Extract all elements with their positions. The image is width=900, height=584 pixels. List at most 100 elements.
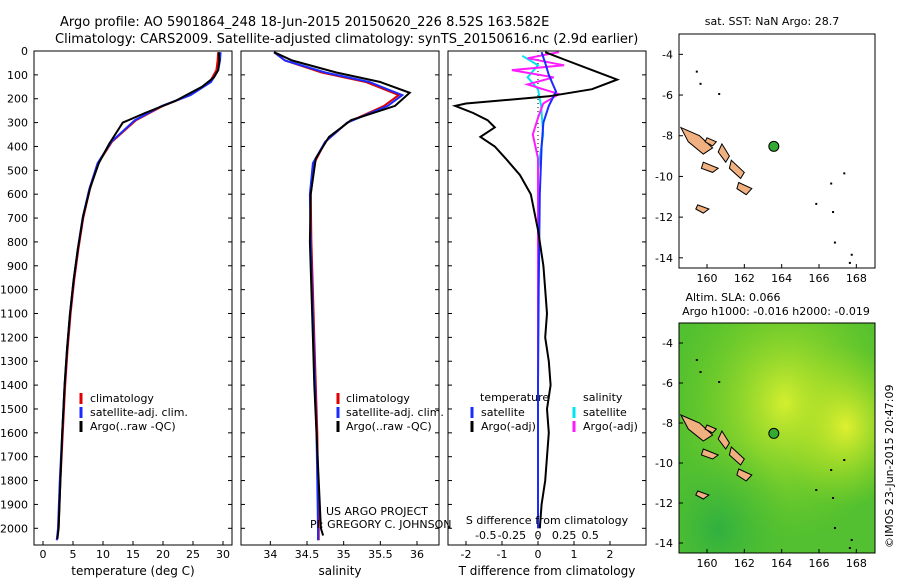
- depth-tick-label: 1600: [0, 427, 28, 440]
- latitude-tick-label: -12: [655, 497, 673, 510]
- s-difference-tick-label: 0: [535, 529, 542, 542]
- depth-tick-label: 700: [7, 212, 28, 225]
- depth-tick-label: 0: [21, 45, 28, 58]
- temperature-legend: climatology satellite-adj. clim. Argo(..…: [79, 392, 188, 433]
- depth-tick-label: 1800: [0, 475, 28, 488]
- legend-label-argo: Argo(..raw -QC): [90, 420, 176, 433]
- sst-map-axes: 160 162 164 166 168 -4 -6 -8 -10 -12 -14: [655, 48, 867, 285]
- salinity-plot-frame: [240, 50, 440, 546]
- series-line-argo-raw-qc: [56, 52, 221, 540]
- longitude-tick-label: 168: [846, 272, 867, 285]
- depth-tick-label: 1500: [0, 403, 28, 416]
- depth-tick-label: 900: [7, 260, 28, 273]
- difference-tick-label: 0: [535, 548, 542, 561]
- island-shape: [704, 424, 718, 434]
- depth-tick-label: 1400: [0, 379, 28, 392]
- depth-tick-label: 300: [7, 117, 28, 130]
- latitude-tick-label: -8: [662, 417, 673, 430]
- island-shape: [700, 161, 720, 173]
- island-shape: [717, 429, 730, 450]
- longitude-tick-label: 166: [809, 557, 830, 570]
- salinity-x-axis: 34 34.5 35 35.5 36: [263, 541, 424, 561]
- latitude-tick-label: -12: [655, 211, 673, 224]
- salinity-tick-label: 34.5: [295, 548, 320, 561]
- difference-tick-label: 2: [607, 548, 614, 561]
- series-line-climatology: [55, 52, 220, 541]
- s-difference-xlabel: S difference from climatology: [466, 514, 629, 527]
- temperature-tick-label: 0: [40, 548, 47, 561]
- legend-label-s-satellite: satellite: [583, 406, 627, 419]
- depth-tick-label: 2000: [0, 522, 28, 535]
- sst-map-title: sat. SST: NaN Argo: 28.7: [705, 15, 839, 28]
- depth-tick-label: 1200: [0, 331, 28, 344]
- island-shape: [704, 137, 718, 147]
- sla-title-line2: Argo h1000: -0.016 h2000: -0.019: [682, 305, 870, 318]
- depth-tick-label: 100: [7, 69, 28, 82]
- temperature-tick-label: 10: [96, 548, 110, 561]
- s-difference-tick-label: 0.25: [552, 529, 577, 542]
- islet: [832, 497, 835, 499]
- sla-map-panel: Altim. SLA: 0.066 Argo h1000: -0.016 h20…: [655, 291, 876, 570]
- islet: [718, 381, 721, 383]
- pi-label: PI: GREGORY C. JOHNSON: [310, 518, 451, 531]
- salinity-xlabel: salinity: [318, 564, 361, 578]
- islet: [848, 547, 851, 549]
- salinity-tick-label: 35.5: [368, 548, 393, 561]
- latitude-tick-label: -10: [655, 170, 673, 183]
- salinity-tick-label: 36: [410, 548, 424, 561]
- series-line-t-argo-adj: [451, 51, 621, 529]
- longitude-tick-label: 168: [846, 557, 867, 570]
- longitude-tick-label: 164: [771, 272, 792, 285]
- depth-tick-label: 200: [7, 93, 28, 106]
- depth-tick-label: 1000: [0, 284, 28, 297]
- sst-map-panel: sat. SST: NaN Argo: 28.7 160 162 164 166 168…: [655, 15, 876, 285]
- island-shape: [717, 142, 730, 164]
- difference-tick-label: 1: [571, 548, 578, 561]
- islet: [699, 82, 702, 85]
- depth-axis: 0 100 200 300 400 500 600 700 800 900 1000 1100 1200…: [0, 45, 646, 535]
- islet: [843, 459, 846, 461]
- temperature-x-axis: 0 5 10 15 20 25 30: [40, 541, 230, 561]
- difference-tick-label: -1: [497, 548, 508, 561]
- difference-plot-frame: [447, 50, 647, 546]
- islet: [815, 202, 818, 205]
- sla-title-line1: Altim. SLA: 0.066: [685, 291, 780, 304]
- island-shape: [728, 446, 745, 466]
- legend-label-argo: Argo(..raw -QC): [346, 420, 432, 433]
- series-line-satellite-adj-clim: [55, 52, 222, 541]
- island-shape: [695, 490, 710, 500]
- depth-tick-label: 1900: [0, 498, 28, 511]
- longitude-tick-label: 162: [734, 557, 755, 570]
- series-line-climatology: [273, 51, 401, 541]
- islet: [830, 182, 833, 185]
- depth-tick-label: 600: [7, 188, 28, 201]
- island-shape: [700, 448, 720, 460]
- longitude-tick-label: 166: [809, 272, 830, 285]
- legend-label-s-argo: Argo(-adj): [583, 420, 638, 433]
- latitude-tick-label: -10: [655, 457, 673, 470]
- temperature-tick-label: 5: [70, 548, 77, 561]
- islet: [695, 359, 698, 361]
- islet: [833, 527, 836, 529]
- salinity-tick-label: 35: [337, 548, 351, 561]
- depth-tick-label: 1300: [0, 355, 28, 368]
- island-shape: [736, 181, 753, 196]
- imos-timestamp: ©IMOS 23-Jun-2015 20:47:09: [883, 384, 896, 548]
- islet: [699, 371, 702, 373]
- temperature-panel: 0100200300400500600700800900100011001200…: [0, 45, 646, 578]
- depth-tick-label: 1700: [0, 451, 28, 464]
- longitude-tick-label: 160: [697, 272, 718, 285]
- islands: [679, 359, 853, 549]
- legend-title-salinity: salinity: [583, 391, 623, 404]
- temperature-tick-label: 15: [126, 548, 140, 561]
- temperature-tick-label: 25: [186, 548, 200, 561]
- latitude-tick-label: -4: [662, 48, 673, 61]
- island-shape: [695, 204, 710, 214]
- depth-tick-label: 1100: [0, 308, 28, 321]
- legend-label-t-satellite: satellite: [481, 406, 525, 419]
- islet: [718, 93, 721, 96]
- sla-low-region: [679, 323, 875, 553]
- temperature-tick-label: 20: [156, 548, 170, 561]
- depth-tick-label: 400: [7, 140, 28, 153]
